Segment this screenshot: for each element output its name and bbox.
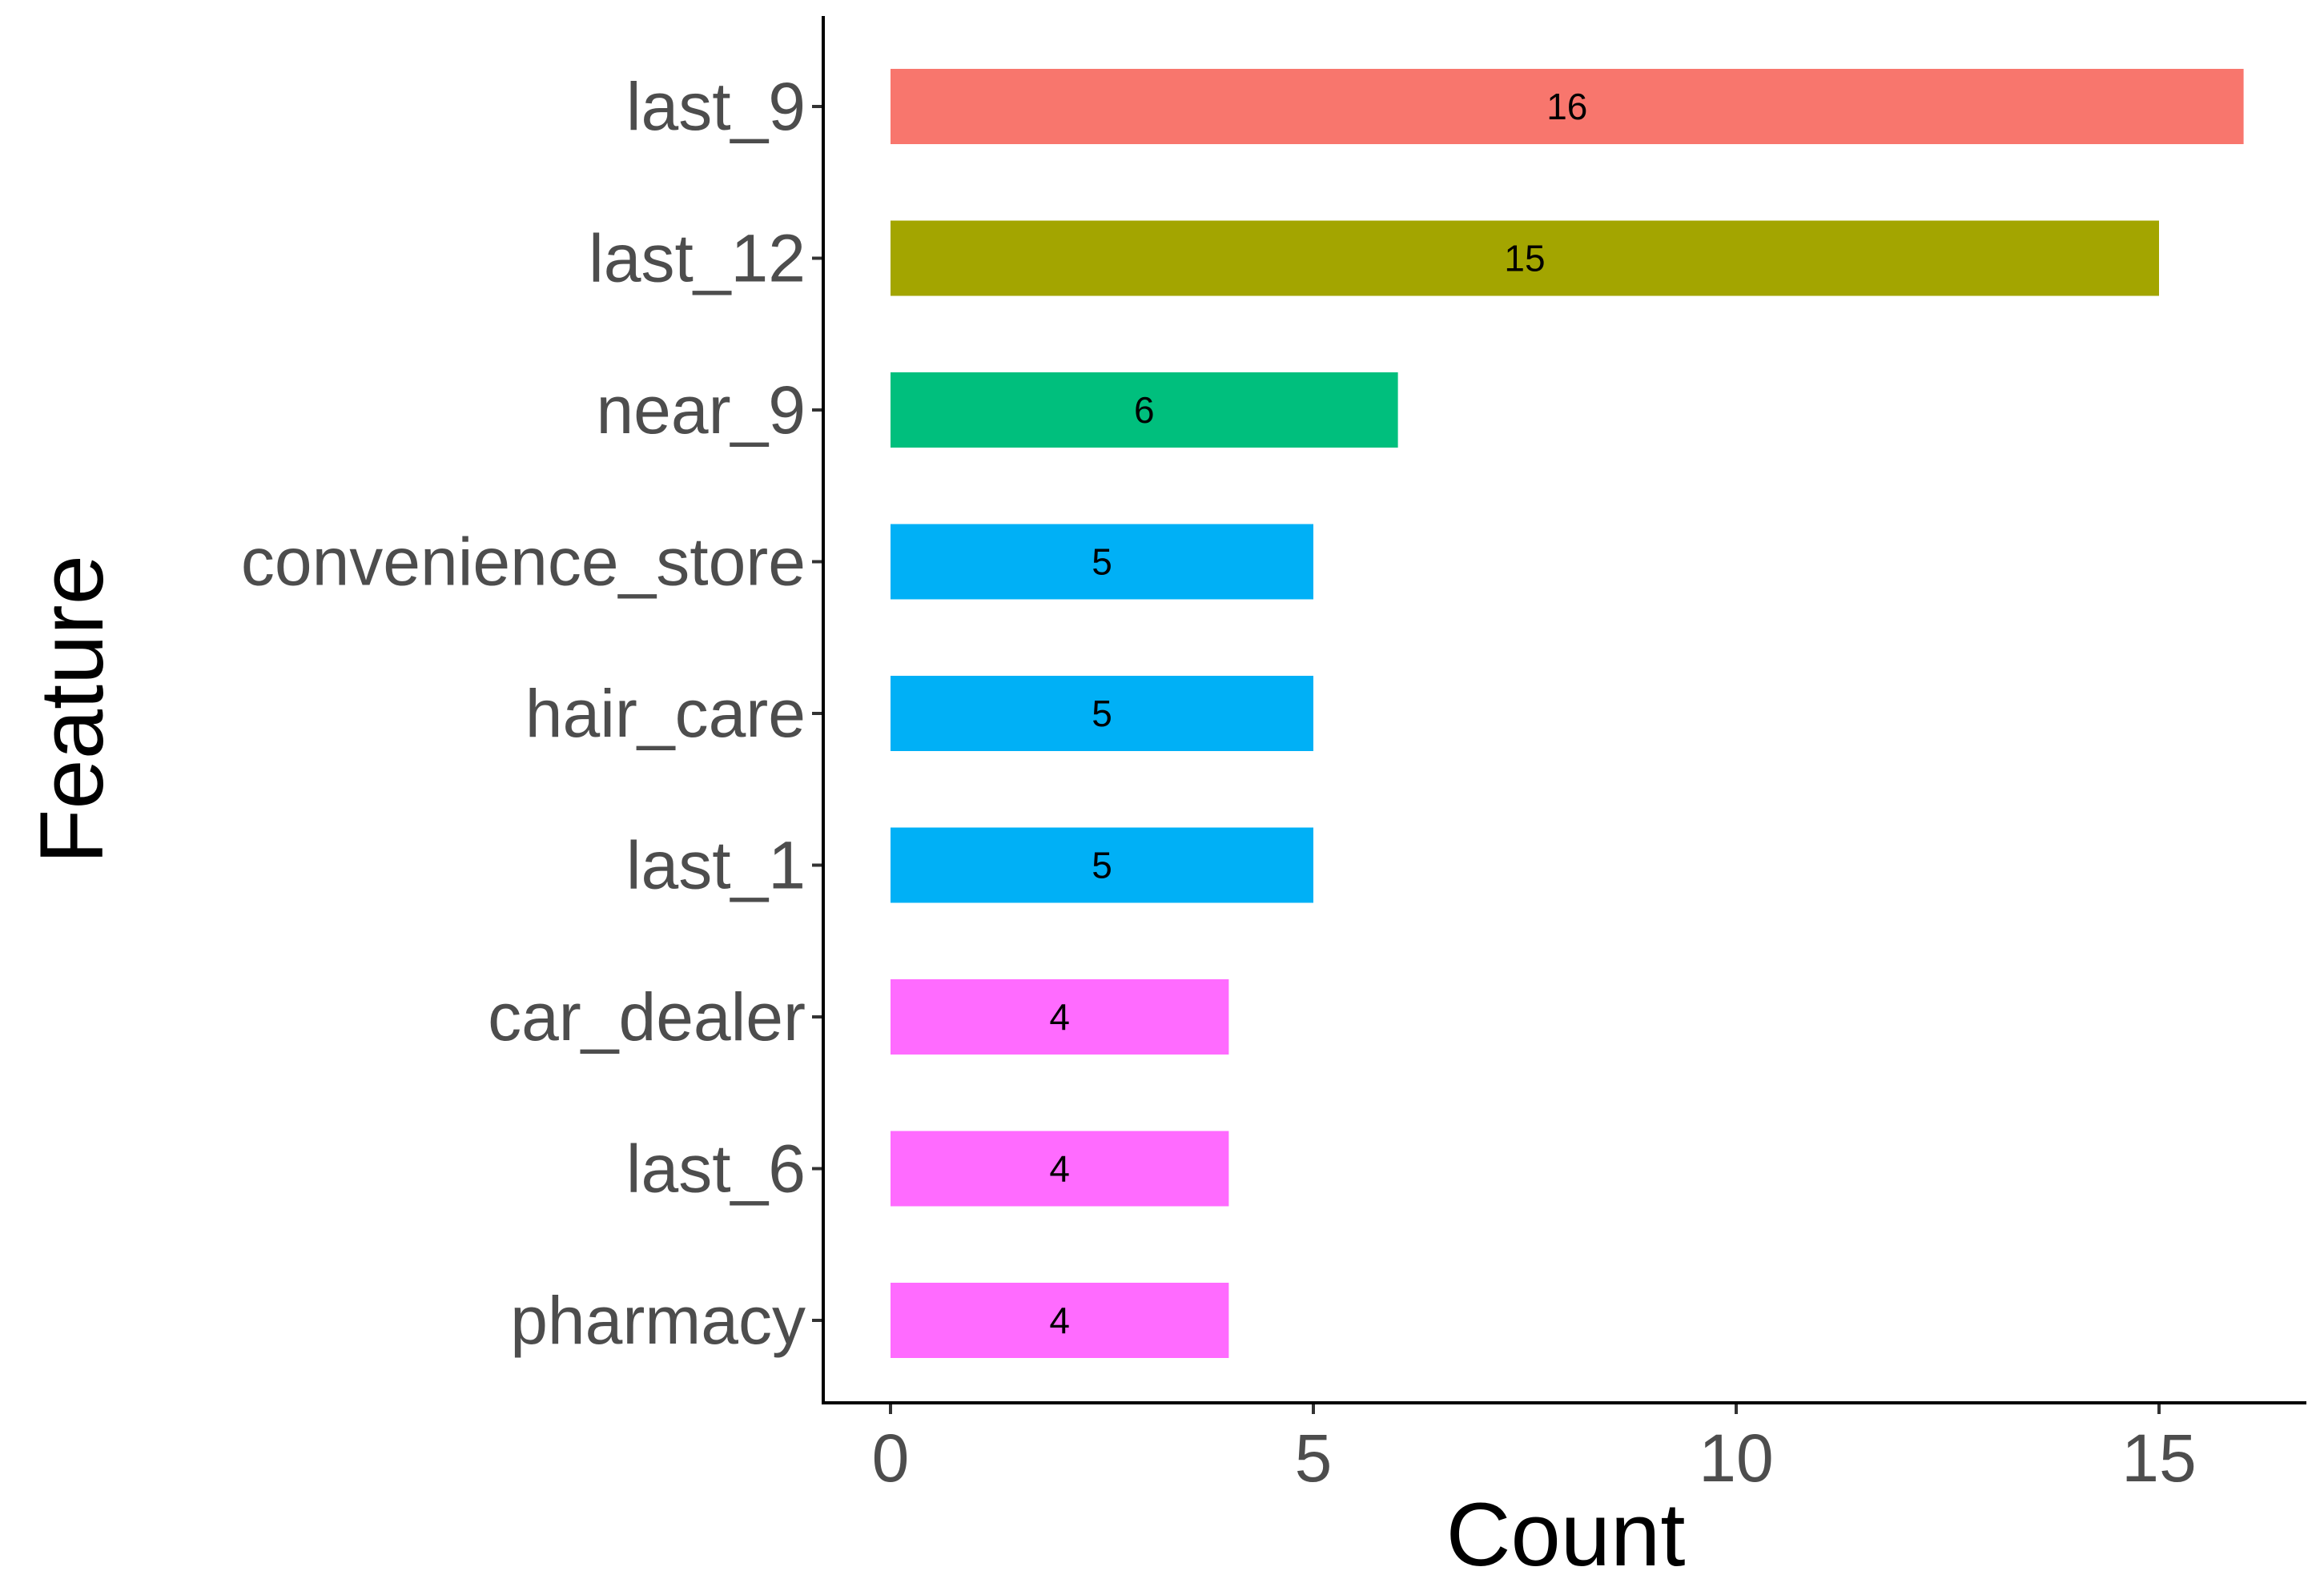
y-tick-label-near-9: near_9 [596, 372, 806, 448]
bar-last-1 [891, 827, 1313, 903]
bar-near-9 [891, 372, 1398, 448]
x-tick-label-5: 5 [1295, 1420, 1333, 1496]
x-axis-title: Count [1446, 1485, 1686, 1583]
bars-layer [891, 69, 2244, 1358]
y-tick-label-pharmacy: pharmacy [510, 1283, 806, 1358]
x-tick-marks [889, 1403, 2161, 1414]
bar-value-label-hair-care: 5 [1092, 693, 1112, 734]
bar-value-label-last-1: 5 [1092, 845, 1112, 886]
bar-last-6 [891, 1131, 1229, 1207]
y-tick-label-last-12: last_12 [589, 221, 806, 296]
bar-value-label-last-12: 15 [1504, 238, 1545, 279]
bar-convenience-store [891, 524, 1313, 600]
bar-value-label-near-9: 6 [1134, 389, 1155, 431]
x-tick-label-15: 15 [2121, 1420, 2196, 1496]
y-tick-label-convenience-store: convenience_store [241, 524, 806, 600]
bar-value-label-last-9: 16 [1546, 86, 1587, 127]
y-tick-label-hair-care: hair_care [525, 676, 806, 751]
bar-car-dealer [891, 979, 1229, 1055]
bar-value-label-car-dealer: 4 [1049, 996, 1070, 1038]
bar-value-label-pharmacy: 4 [1049, 1300, 1070, 1341]
bar-value-label-last-6: 4 [1049, 1148, 1070, 1190]
y-tick-label-car-dealer: car_dealer [488, 979, 806, 1055]
y-tick-labels: last_9 last_12 near_9 convenience_storehair… [241, 69, 806, 1358]
y-tick-label-last-6: last_6 [626, 1131, 806, 1207]
bar-labels-layer: 16 15 6 5 5 5 4 4 4 [1049, 86, 1587, 1341]
y-axis-title: Feature [22, 555, 122, 864]
x-tick-label-10: 10 [1699, 1420, 1773, 1496]
y-tick-label-last-1: last_1 [626, 828, 806, 903]
bar-last-9 [891, 69, 2244, 144]
bar-hair-care [891, 676, 1313, 751]
y-tick-label-last-9: last_9 [626, 69, 806, 144]
x-tick-label-0: 0 [872, 1420, 910, 1496]
bar-value-label-convenience-store: 5 [1092, 541, 1112, 583]
bar-pharmacy [891, 1283, 1229, 1358]
bar-last-12 [891, 220, 2159, 296]
y-tick-marks [812, 105, 823, 1322]
x-tick-labels: 0 5 10 15 [872, 1420, 2197, 1496]
